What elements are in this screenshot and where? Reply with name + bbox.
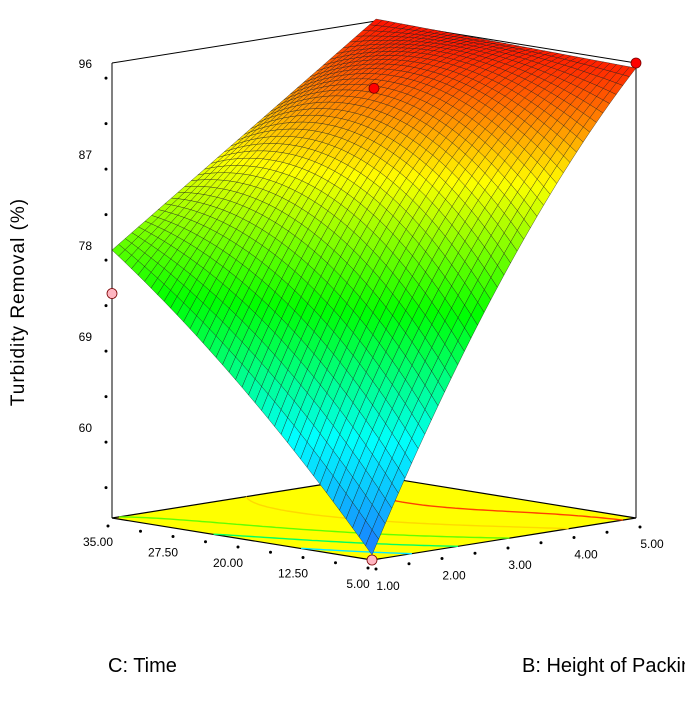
z-tick-mark bbox=[104, 304, 108, 308]
y-tick-label: 1.00 bbox=[376, 579, 400, 593]
x-tick-mark bbox=[236, 545, 240, 549]
axis-ticks: 60 69 78 87 96 5.00 12.50 20.00 27.50 35.00 1.00 2.… bbox=[79, 57, 664, 593]
y-tick-mark bbox=[506, 546, 510, 550]
contour-line bbox=[119, 516, 510, 539]
design-point bbox=[106, 288, 118, 299]
x-tick-mark bbox=[139, 529, 142, 533]
y-tick-mark bbox=[605, 530, 609, 534]
z-tick-label: 78 bbox=[79, 239, 93, 253]
response-surface bbox=[111, 18, 637, 556]
x-tick-label: 27.50 bbox=[148, 546, 178, 560]
z-tick-mark bbox=[104, 122, 108, 126]
design-point bbox=[630, 57, 642, 69]
z-tick-mark bbox=[104, 213, 108, 217]
z-tick-label: 87 bbox=[79, 148, 93, 162]
x-tick-label: 20.00 bbox=[213, 556, 243, 570]
y-tick-mark bbox=[638, 525, 642, 529]
x-tick-label: 35.00 bbox=[83, 535, 113, 549]
x-tick-mark bbox=[366, 566, 370, 570]
design-point bbox=[368, 82, 380, 94]
y-tick-mark bbox=[473, 551, 477, 555]
x-tick-mark bbox=[269, 550, 272, 554]
design-points bbox=[106, 57, 642, 566]
z-tick-mark bbox=[104, 167, 108, 171]
x-tick-mark bbox=[106, 524, 110, 528]
z-tick-mark bbox=[104, 258, 108, 262]
y-tick-label: 2.00 bbox=[442, 569, 466, 583]
z-tick-mark bbox=[104, 486, 108, 490]
z-tick-label: 60 bbox=[79, 421, 93, 435]
y-tick-mark bbox=[374, 567, 378, 571]
y-tick-label: 4.00 bbox=[574, 548, 598, 562]
z-axis-label: Turbidity Removal (%) bbox=[8, 198, 29, 406]
y-tick-label: 5.00 bbox=[640, 537, 664, 551]
y-tick-mark bbox=[539, 541, 543, 545]
y-tick-mark bbox=[572, 536, 576, 539]
contour-line bbox=[301, 547, 412, 555]
y-tick-mark bbox=[407, 562, 411, 566]
x-axis-label: C: Time bbox=[108, 655, 177, 677]
x-tick-mark bbox=[301, 556, 305, 559]
design-point bbox=[366, 554, 378, 566]
x-tick-mark bbox=[171, 535, 175, 538]
z-tick-mark bbox=[104, 349, 108, 353]
contour-line bbox=[213, 533, 459, 547]
z-tick-mark bbox=[104, 440, 108, 444]
surface-cell bbox=[365, 529, 379, 556]
z-tick-label: 96 bbox=[79, 57, 93, 71]
x-tick-label: 5.00 bbox=[346, 577, 370, 591]
z-tick-label: 69 bbox=[79, 330, 93, 344]
y-tick-label: 3.00 bbox=[508, 558, 532, 572]
x-tick-mark bbox=[204, 540, 207, 544]
y-tick-mark bbox=[440, 557, 444, 560]
x-tick-mark bbox=[334, 561, 337, 565]
box-edge bbox=[111, 20, 377, 64]
y-axis-label: B: Height of Packing bbox=[522, 655, 685, 677]
z-tick-mark bbox=[104, 395, 108, 399]
x-tick-label: 12.50 bbox=[278, 567, 308, 581]
z-tick-mark bbox=[104, 76, 108, 80]
axis-labels: Turbidity Removal (%) C: Time B: Height … bbox=[8, 198, 685, 677]
